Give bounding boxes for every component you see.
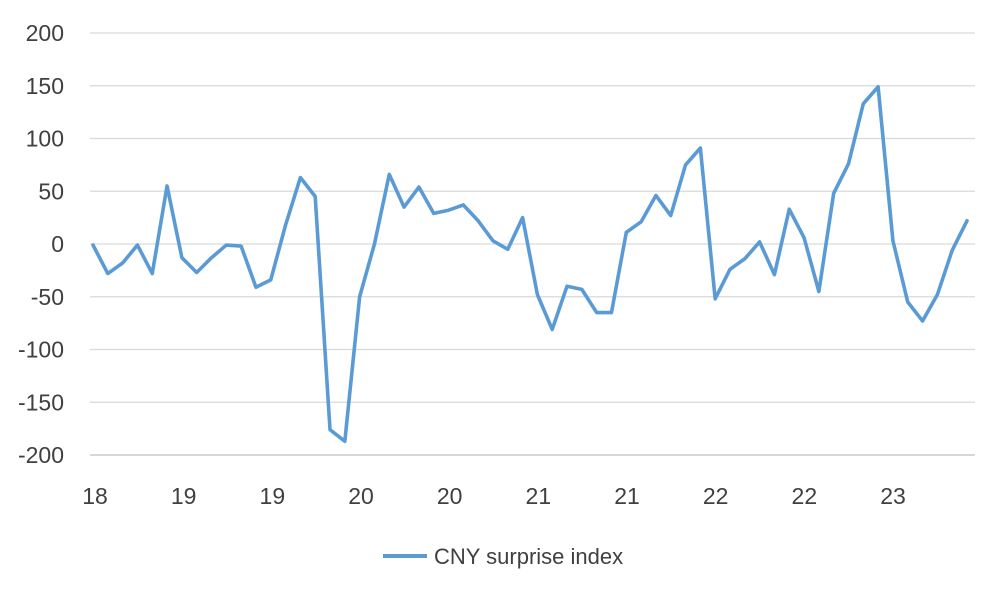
series-line-cny-surprise-index [91,85,969,444]
x-tick-label: 20 [348,483,374,509]
y-tick-label: 150 [26,73,64,99]
x-axis-tick-labels: 18 19 19 20 20 21 21 22 22 23 [82,483,906,509]
y-tick-label: 100 [26,126,64,152]
y-tick-label: 0 [51,231,64,257]
y-axis-tick-labels: 200 150 100 50 0 -50 -100 -150 -200 [18,20,64,468]
legend: CNY surprise index [383,544,623,569]
x-tick-label: 22 [703,483,729,509]
y-tick-label: -200 [18,442,64,468]
x-tick-label: 18 [82,483,108,509]
series-layer [91,85,969,444]
x-tick-label: 19 [171,483,197,509]
y-tick-label: -150 [18,389,64,415]
x-tick-label: 21 [526,483,552,509]
x-tick-label: 20 [437,483,463,509]
gridlines [90,32,975,456]
x-tick-label: 22 [792,483,818,509]
legend-label-cny-surprise-index: CNY surprise index [434,544,623,569]
y-tick-label: -50 [31,284,64,310]
y-tick-label: -100 [18,337,64,363]
y-tick-label: 50 [38,178,64,204]
y-tick-label: 200 [26,20,64,46]
x-tick-label: 19 [260,483,286,509]
x-tick-label: 23 [880,483,906,509]
x-tick-label: 21 [614,483,640,509]
